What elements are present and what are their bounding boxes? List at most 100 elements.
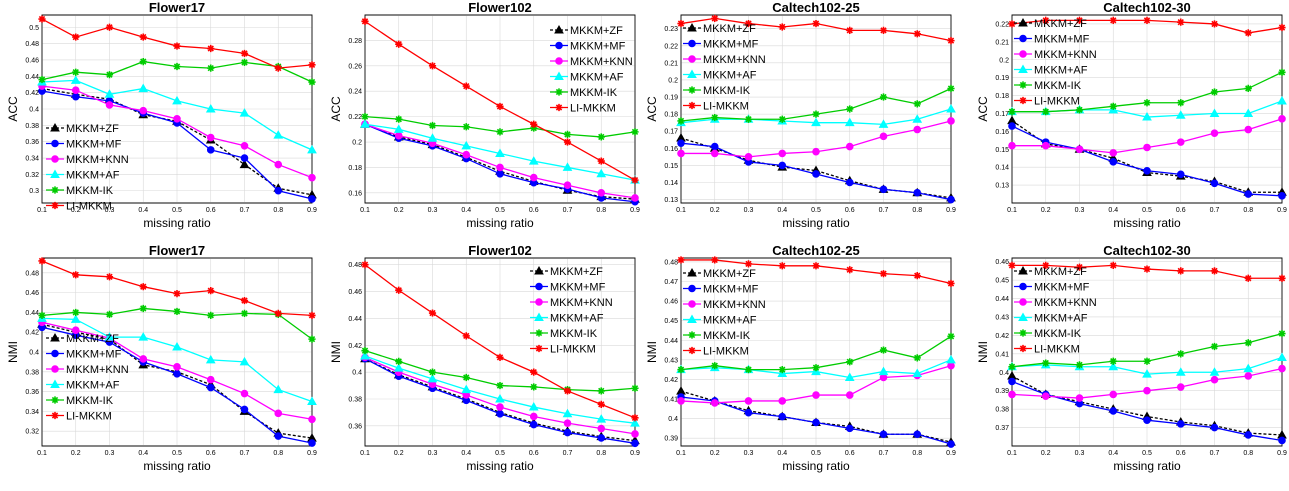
data-point: [632, 195, 639, 202]
data-point: [711, 143, 718, 150]
data-point: [678, 150, 685, 157]
data-point: [140, 33, 147, 40]
legend-label: MKKM+ZF: [550, 266, 603, 278]
x-tick-label: 0.1: [360, 450, 370, 457]
data-point: [711, 114, 718, 121]
data-point: [1144, 387, 1151, 394]
y-tick-label: 0.22: [664, 43, 678, 50]
x-axis-label: missing ratio: [1113, 459, 1181, 473]
data-point: [38, 312, 45, 319]
y-tick-label: 0.42: [664, 377, 678, 384]
legend-label: MKKM+ZF: [1034, 18, 1087, 30]
data-point: [711, 362, 718, 369]
data-point: [395, 41, 402, 48]
data-point: [745, 260, 752, 267]
data-point: [106, 24, 113, 31]
data-point: [395, 358, 402, 365]
data-point: [745, 409, 752, 416]
data-point: [241, 310, 248, 317]
legend-label: LI-MKKM: [703, 101, 749, 113]
data-point: [812, 364, 819, 371]
legend-label: MKKM+AF: [703, 315, 757, 327]
legend-label: MKKM+KNN: [1034, 49, 1097, 61]
data-point: [880, 431, 887, 438]
data-point: [309, 440, 316, 447]
data-point: [429, 62, 436, 69]
data-point: [631, 177, 638, 184]
x-tick-label: 0.9: [307, 207, 317, 214]
data-point: [1110, 17, 1117, 24]
data-point: [241, 142, 248, 149]
data-point: [530, 121, 537, 128]
y-tick-label: 0.32: [25, 429, 39, 436]
x-tick-label: 0.2: [710, 207, 720, 214]
legend-label: MKKM-IK: [703, 330, 751, 342]
data-point: [812, 262, 819, 269]
legend-label: MKKM+ZF: [703, 23, 756, 35]
y-tick-label: 0.41: [664, 397, 678, 404]
data-point: [72, 87, 79, 94]
legend-marker: [52, 350, 59, 357]
legend-marker: [689, 56, 696, 63]
x-axis-label: missing ratio: [466, 216, 534, 230]
y-tick-label: 0.39: [995, 388, 1009, 395]
y-tick-label: 0.19: [664, 95, 678, 102]
data-point: [846, 266, 853, 273]
data-point: [846, 392, 853, 399]
data-point: [275, 310, 282, 317]
x-tick-label: 0.3: [428, 450, 438, 457]
data-point: [496, 354, 503, 361]
data-point: [678, 398, 685, 405]
x-tick-label: 0.5: [172, 207, 182, 214]
legend-label: MKKM+MF: [703, 284, 759, 296]
data-point: [309, 196, 316, 203]
data-point: [1042, 359, 1049, 366]
data-point: [598, 435, 605, 442]
legend-label: MKKM+AF: [66, 170, 120, 182]
data-point: [530, 369, 537, 376]
chart-title: Caltech102-30: [1103, 0, 1190, 15]
x-tick-label: 0.4: [777, 207, 787, 214]
data-point: [241, 390, 248, 397]
data-point: [1042, 142, 1049, 149]
data-point: [564, 131, 571, 138]
legend-marker: [1020, 299, 1027, 306]
data-point: [711, 256, 718, 263]
y-tick-label: 0.18: [995, 93, 1009, 100]
data-point: [241, 406, 248, 413]
legend-marker: [1019, 345, 1026, 352]
data-point: [241, 50, 248, 57]
data-point: [1279, 365, 1286, 372]
data-point: [361, 347, 368, 354]
y-tick-label: 0.2: [352, 140, 362, 147]
data-point: [1076, 146, 1083, 153]
chart-title: Caltech102-25: [772, 0, 859, 15]
legend-marker: [51, 202, 58, 209]
data-point: [1144, 417, 1151, 424]
data-point: [598, 425, 605, 432]
y-tick-label: 0.24: [348, 89, 362, 96]
data-point: [846, 179, 853, 186]
data-point: [38, 15, 45, 22]
legend-label: LI-MKKM: [570, 103, 616, 115]
x-tick-label: 0.9: [946, 450, 956, 457]
data-point: [207, 287, 214, 294]
y-axis-label: ACC: [6, 96, 20, 122]
x-tick-label: 0.2: [394, 450, 404, 457]
data-point: [745, 398, 752, 405]
data-point: [1076, 395, 1083, 402]
y-tick-label: 0.41: [995, 351, 1009, 358]
legend-marker: [1020, 51, 1027, 58]
data-point: [813, 148, 820, 155]
y-tick-label: 0.4: [29, 107, 39, 114]
x-tick-label: 0.8: [912, 450, 922, 457]
data-point: [1211, 88, 1218, 95]
data-point: [880, 27, 887, 34]
data-point: [846, 425, 853, 432]
data-point: [207, 376, 214, 383]
data-point: [1076, 361, 1083, 368]
x-tick-label: 0.7: [879, 450, 889, 457]
x-tick-label: 0.2: [710, 450, 720, 457]
data-point: [914, 30, 921, 37]
y-tick-label: 0.48: [348, 262, 362, 269]
